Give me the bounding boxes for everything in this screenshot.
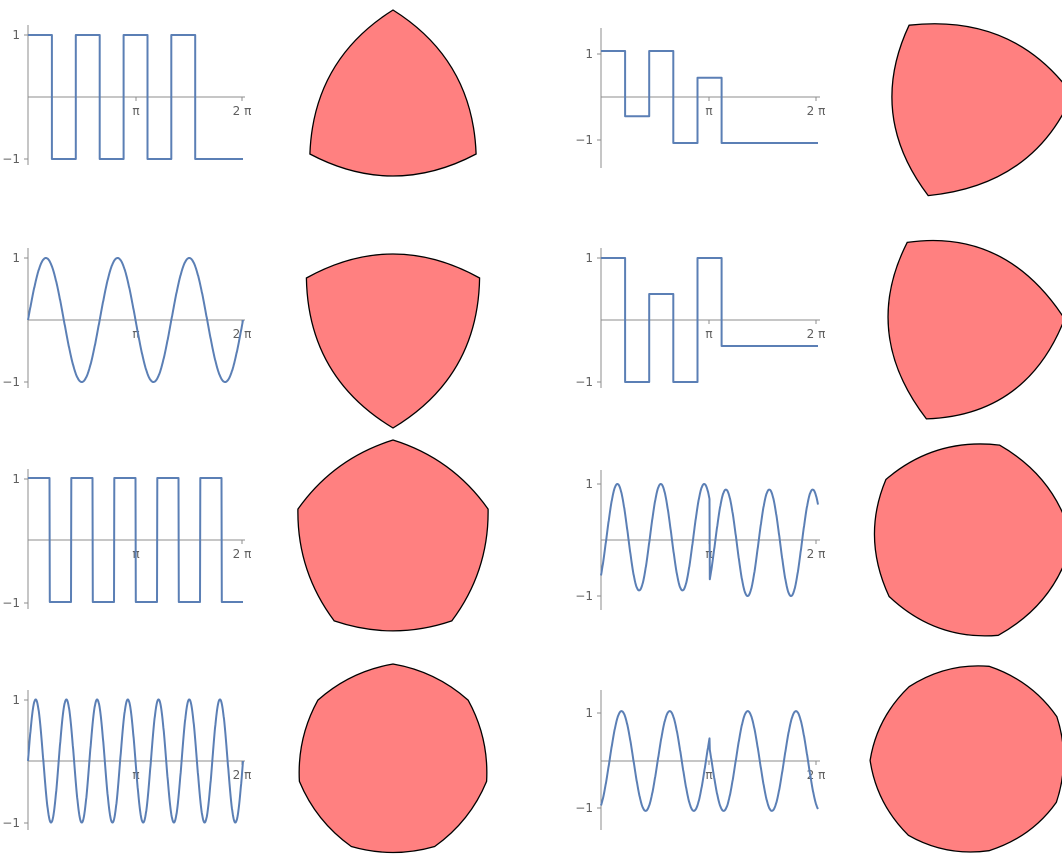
x-label-pi: π	[705, 327, 712, 341]
plot-right-4: 1−1π 2 π	[575, 690, 825, 830]
x-label-pi: π	[132, 104, 139, 118]
plot-panels: 1−1π 2 π1−1π 2 π1−1π 2 π1−1π 2 π1−1π 2 π1−1π 2…	[2, 25, 825, 830]
plot-left-2: 1 −1 π 2 π	[2, 248, 251, 389]
x-label-pi: π	[705, 768, 712, 782]
x-label-two-pi: 2 π	[233, 104, 252, 118]
y-label-top: 1	[12, 28, 20, 42]
shape-left-1	[309, 9, 477, 177]
y-label-bottom: −1	[575, 133, 593, 147]
y-label-bottom: −1	[2, 596, 20, 610]
shape-panels	[297, 9, 1062, 854]
shape-right-2	[887, 239, 1062, 420]
shape-left-4	[298, 663, 488, 854]
y-label-top: 1	[585, 706, 593, 720]
y-label-bottom: −1	[2, 816, 20, 830]
shape-right-3	[873, 443, 1062, 637]
x-label-pi: π	[132, 327, 139, 341]
shape-right-4	[869, 665, 1062, 853]
curve-left-1	[28, 34, 243, 160]
shape-left-2	[305, 253, 481, 429]
plot-left-3: 1−1π 2 π	[2, 469, 251, 610]
x-label-two-pi: 2 π	[807, 547, 826, 561]
plot-right-2: 1 −1 π 2 π	[575, 248, 825, 389]
y-label-bottom: −1	[575, 589, 593, 603]
x-label-two-pi: 2 π	[233, 327, 252, 341]
y-label-top: 1	[12, 251, 20, 265]
curve-right-1	[601, 50, 818, 144]
curve-right-3	[600, 483, 819, 597]
y-label-top: 1	[12, 693, 20, 707]
y-label-bottom: −1	[2, 375, 20, 389]
x-label-two-pi: 2 π	[233, 547, 252, 561]
y-label-top: 1	[12, 472, 20, 486]
curve-left-4	[27, 698, 244, 824]
y-label-bottom: −1	[575, 375, 593, 389]
y-label-top: 1	[585, 47, 593, 61]
y-label-bottom: −1	[2, 152, 20, 166]
y-label-bottom: −1	[575, 801, 593, 815]
y-label-top: 1	[585, 251, 593, 265]
plot-right-1: 1 −1 π 2 π	[575, 28, 825, 168]
curve-right-2	[601, 257, 818, 383]
curve-left-3	[27, 477, 244, 603]
x-label-two-pi: 2 π	[807, 327, 826, 341]
y-label-top: 1	[585, 477, 593, 491]
plot-left-1: 1 −1 π 2 π	[2, 25, 251, 166]
shape-left-3	[297, 439, 489, 632]
plot-right-3: 1−1π 2 π	[575, 470, 825, 610]
shape-right-1	[891, 23, 1062, 197]
plot-left-4: 1−1π 2 π	[2, 690, 251, 830]
x-label-pi: π	[705, 104, 712, 118]
x-label-two-pi: 2 π	[807, 104, 826, 118]
curve-left-2	[27, 257, 244, 383]
curve-right-4	[600, 710, 819, 812]
